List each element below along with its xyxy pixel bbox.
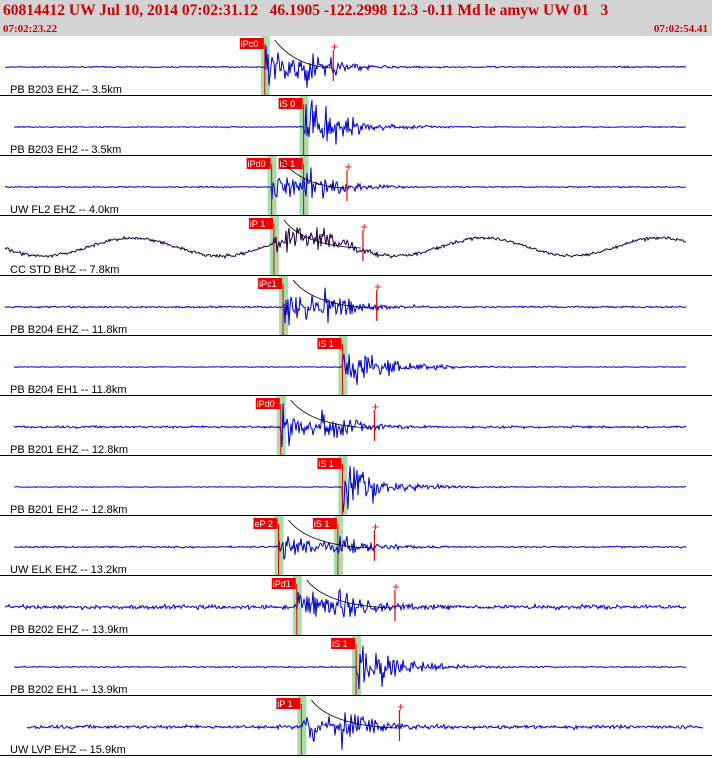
channel-label: PB B201 EH2 -- 12.8km — [10, 504, 127, 516]
window-end-time: 07:02:54.41 — [653, 23, 708, 35]
channel-label: CC STD BHZ -- 7.8km — [10, 264, 119, 276]
pick-label: iP 1 — [277, 699, 292, 709]
event-title: 60814412 UW Jul 10, 2014 07:02:31.12 46.… — [3, 2, 609, 19]
coda-curve — [281, 159, 346, 189]
channel-row: eP 2 iS 1 + UW ELK EHZ -- 13.2km — [0, 516, 712, 576]
pick-label-box — [331, 638, 356, 649]
coda-curve — [311, 699, 398, 729]
pick-label: iP 1 — [250, 219, 265, 229]
channel-label: PB B202 EH1 -- 13.9km — [10, 684, 127, 696]
pick-label-box — [276, 698, 301, 709]
waveform-trace — [26, 712, 704, 750]
pick-label-box — [258, 278, 283, 289]
channel-label: PB B202 EHZ -- 13.9km — [10, 624, 128, 636]
amplitude-cross: + — [360, 222, 368, 233]
channel-row: iPd0 + PB B201 EHZ -- 12.8km — [0, 396, 712, 456]
pick-label-box — [312, 518, 337, 529]
channel-label: UW LVP EHZ -- 15.9km — [10, 744, 126, 756]
channel-label: PB B204 EHZ -- 11.8km — [10, 324, 127, 336]
amplitude-cross: + — [392, 582, 400, 593]
channel-row: iS 1 PB B202 EH1 -- 13.9km — [0, 636, 712, 696]
channel-row: iS 1 PB B204 EH1 -- 11.8km — [0, 336, 712, 396]
channel-row: iP 1 + CC STD BHZ -- 7.8km — [0, 216, 712, 276]
pick-label: iS 1 — [280, 159, 296, 169]
pick-label-box — [271, 578, 296, 589]
channel-label: PB B203 EH2 -- 3.5km — [10, 144, 121, 156]
channel-label: PB B203 EHZ -- 3.5km — [10, 84, 122, 96]
waveform-trace — [13, 353, 687, 386]
waveform-trace — [13, 403, 687, 447]
channel-row: iPc0 + PB B203 EHZ -- 3.5km — [0, 36, 712, 96]
pick-label: iPd0 — [257, 399, 275, 409]
channel-row: iS 1 PB B201 EH2 -- 12.8km — [0, 456, 712, 516]
waveform-trace — [13, 99, 687, 145]
pick-label-box — [255, 398, 280, 409]
channel-row: iS 0 PB B203 EH2 -- 3.5km — [0, 96, 712, 156]
channel-row: iP 1 + UW LVP EHZ -- 15.9km — [0, 696, 712, 756]
pick-label: iPd0 — [248, 159, 266, 169]
amplitude-cross: + — [344, 162, 352, 173]
pick-label: iPd1 — [273, 579, 291, 589]
pick-label: iS 1 — [318, 459, 334, 469]
pick-label-box — [317, 338, 342, 349]
pick-label-box — [278, 158, 303, 169]
pick-label: eP 2 — [254, 519, 272, 529]
waveform-trace — [14, 645, 687, 690]
coda-curve — [288, 519, 373, 549]
event-header: 60814412 UW Jul 10, 2014 07:02:31.12 46.… — [0, 0, 712, 36]
pick-label-box — [253, 518, 278, 529]
waveform-trace — [14, 465, 687, 513]
channel-row: iPd0 iS 1 + UW FL2 EHZ -- 4.0km — [0, 156, 712, 216]
channel-label: UW FL2 EHZ -- 4.0km — [10, 204, 119, 216]
window-start-time: 07:02:23.22 — [3, 23, 58, 35]
amplitude-cross: + — [396, 702, 404, 713]
amplitude-cross: + — [371, 522, 379, 533]
pick-label: iS 0 — [280, 99, 296, 109]
coda-curve — [283, 219, 361, 249]
pick-label: iPc0 — [241, 39, 259, 49]
channel-row: iPd1 + PB B202 EHZ -- 13.9km — [0, 576, 712, 636]
channel-label: UW ELK EHZ -- 13.2km — [10, 564, 127, 576]
coda-curve — [274, 39, 332, 69]
pick-label: iS 1 — [318, 339, 334, 349]
pick-label: iS 1 — [332, 639, 348, 649]
waveform-trace — [4, 167, 687, 200]
amplitude-cross: + — [371, 402, 379, 413]
channel-label: PB B201 EHZ -- 12.8km — [10, 444, 128, 456]
coda-curve — [290, 399, 373, 429]
waveform-trace — [4, 45, 687, 88]
pick-label-box — [239, 38, 264, 49]
seismogram-panel: iPc0 + PB B203 EHZ -- 3.5km iS 0 PB B203 EH2… — [0, 36, 712, 756]
waveform-trace — [4, 227, 687, 260]
pick-label-box — [248, 218, 273, 229]
pick-label: iS 1 — [314, 519, 330, 529]
waveform-trace — [4, 287, 687, 326]
amplitude-cross: + — [330, 42, 338, 53]
coda-curve — [306, 579, 393, 609]
amplitude-cross: + — [374, 282, 382, 293]
waveform-trace — [13, 535, 687, 560]
channel-label: PB B204 EH1 -- 11.8km — [10, 384, 127, 396]
channel-row: iPc1 + PB B204 EHZ -- 11.8km — [0, 276, 712, 336]
coda-curve — [292, 279, 375, 309]
pick-label-box — [246, 158, 271, 169]
pick-label: iPc1 — [259, 279, 277, 289]
waveform-trace — [4, 588, 687, 618]
pick-label-box — [278, 98, 303, 109]
pick-label-box — [317, 458, 342, 469]
